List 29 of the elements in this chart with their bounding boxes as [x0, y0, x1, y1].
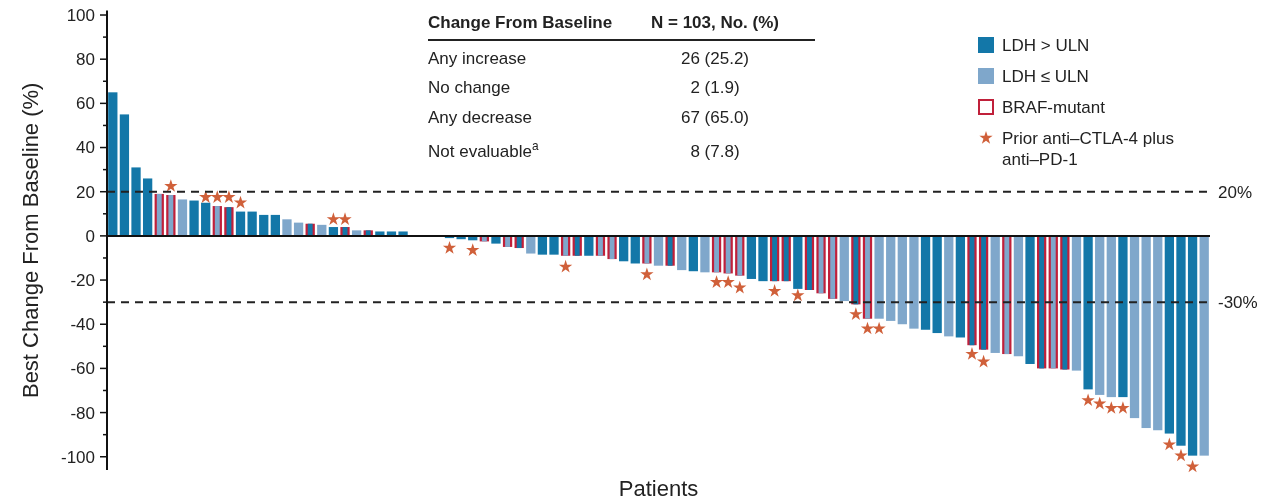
y-tick-label: 0	[85, 226, 95, 246]
legend-label: LDH ≤ ULN	[1002, 66, 1089, 86]
ref-line-label: 20%	[1218, 182, 1253, 202]
ref-line-label: -30%	[1218, 293, 1258, 313]
y-tick-label: -60	[70, 359, 95, 379]
annotation: Change From Baseline	[428, 12, 613, 32]
annotation: No change	[428, 78, 511, 98]
y-tick-label: -40	[70, 315, 95, 335]
annotation: 2 (1.9)	[690, 78, 740, 98]
y-tick-label: 80	[76, 50, 95, 70]
annotation: Any increase	[428, 48, 527, 68]
y-tick-label: 20	[76, 182, 95, 202]
y-tick-label: -20	[70, 271, 95, 291]
y-tick-label: 100	[66, 5, 95, 25]
legend-label: BRAF-mutant	[1002, 97, 1106, 117]
legend-label: LDH > ULN	[1002, 35, 1090, 55]
annotation: 26 (25.2)	[680, 48, 750, 68]
y-tick-label: -100	[60, 447, 95, 467]
annotation: Not evaluable$^{a}$	[428, 139, 539, 162]
legend-label: Prior anti–CTLA-4 plus anti–PD-1	[1002, 128, 1174, 169]
x-axis-title: Patients	[618, 475, 699, 501]
annotation: 8 (7.8)	[690, 142, 740, 162]
y-tick-label: 40	[76, 138, 95, 158]
annotation: N = 103, No. (%)	[650, 12, 780, 32]
y-axis-title: Best Change From Baseline (%)	[17, 82, 43, 399]
annotation: Any decrease	[428, 107, 532, 127]
annotation: 67 (65.0)	[680, 107, 750, 127]
y-tick-label: 60	[76, 94, 95, 114]
y-tick-label: -80	[70, 403, 95, 423]
